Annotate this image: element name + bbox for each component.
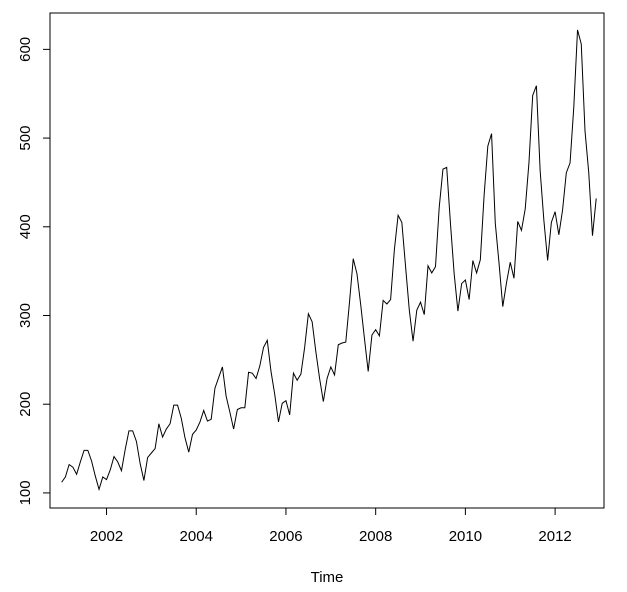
plot-frame [49,12,605,509]
y-tick-label: 500 [17,126,34,151]
x-axis: 2002 2004 2006 2008 2010 2012 [90,507,572,545]
x-tick-label: 2012 [538,528,571,545]
series-line [61,29,597,492]
x-tick-label: 2008 [359,528,392,545]
y-tick-label: 200 [17,392,34,417]
x-tick-label: 2010 [449,528,482,545]
x-axis-title: Time [311,569,344,586]
x-tick-label: 2002 [90,528,123,545]
y-axis: 100 200 300 400 500 600 [17,37,51,505]
y-tick-label: 600 [17,37,34,62]
x-tick-label: 2006 [269,528,302,545]
y-tick-label: 100 [17,480,34,505]
y-tick-label: 400 [17,214,34,239]
x-tick-label: 2004 [180,528,213,545]
y-tick-label: 300 [17,303,34,328]
